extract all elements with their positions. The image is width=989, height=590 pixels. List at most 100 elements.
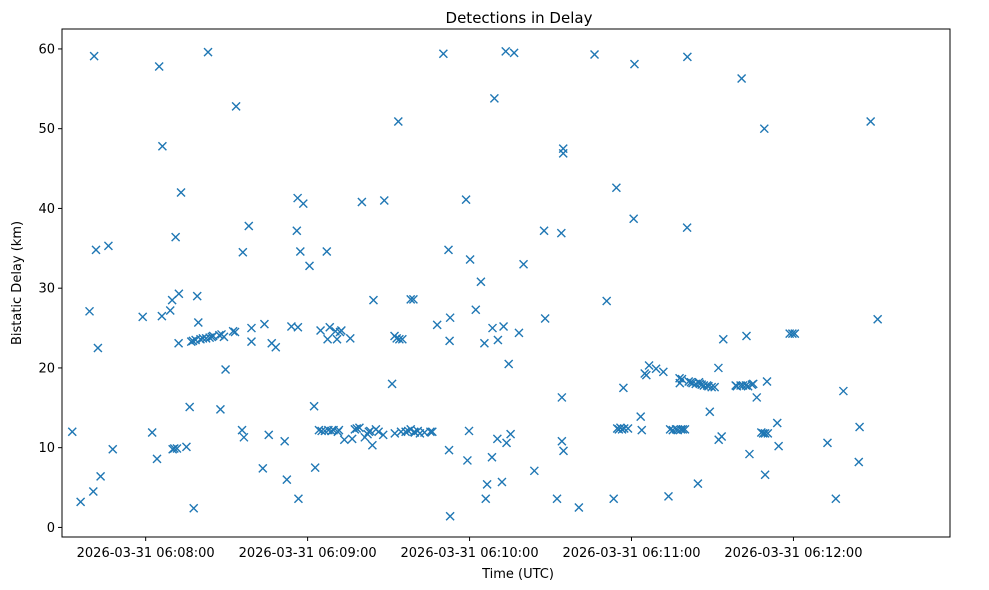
x-tick-label: 2026-03-31 06:10:00 (401, 546, 539, 561)
data-point (352, 424, 362, 434)
data-point (188, 336, 198, 346)
data-point (519, 259, 529, 269)
data-point (88, 487, 98, 497)
data-point (379, 195, 389, 205)
data-point (445, 511, 455, 521)
data-point (760, 470, 770, 480)
data-point (790, 329, 800, 339)
data-point (325, 322, 335, 332)
data-point (176, 187, 186, 197)
data-point (493, 335, 503, 345)
data-point (203, 47, 213, 57)
data-point (556, 228, 566, 238)
data-point (432, 320, 442, 330)
data-point (678, 424, 688, 434)
x-tick-label: 2026-03-31 06:11:00 (562, 546, 700, 561)
data-point (334, 425, 344, 435)
data-point (471, 305, 481, 315)
data-point (394, 334, 404, 344)
x-tick-label: 2026-03-31 06:08:00 (77, 546, 215, 561)
data-point (762, 376, 772, 386)
data-point (644, 361, 654, 371)
data-point (280, 436, 290, 446)
data-point (374, 427, 384, 437)
data-point (378, 430, 388, 440)
data-point (552, 494, 562, 504)
data-point (574, 502, 584, 512)
data-point (316, 325, 326, 335)
data-point (464, 426, 474, 436)
y-tick-label: 60 (38, 42, 55, 57)
data-point (590, 50, 600, 60)
y-axis-ticks: 0 10 20 30 40 50 60 (38, 42, 62, 536)
data-point (619, 424, 629, 434)
data-point (497, 477, 507, 487)
data-point (174, 338, 184, 348)
data-point (91, 245, 101, 255)
data-point (406, 294, 416, 304)
data-point (322, 247, 332, 256)
data-point (682, 223, 692, 233)
data-point (444, 445, 454, 455)
chart-title: Detections in Delay (446, 9, 593, 27)
data-point (489, 93, 499, 103)
data-point (76, 497, 86, 507)
data-point (154, 61, 164, 71)
data-points (67, 46, 883, 521)
data-point (763, 428, 773, 438)
data-point (345, 333, 355, 343)
data-point (238, 247, 248, 257)
data-point (305, 261, 315, 271)
data-point (676, 424, 686, 434)
data-point (663, 491, 673, 501)
data-point (744, 449, 754, 459)
y-tick-label: 40 (38, 202, 55, 217)
data-point (165, 306, 175, 316)
data-point (258, 463, 268, 473)
x-tick-label: 2026-03-31 06:09:00 (239, 546, 377, 561)
data-point (169, 443, 179, 453)
data-point (357, 197, 367, 207)
data-point (332, 334, 342, 344)
data-point (680, 424, 690, 434)
data-point (529, 466, 539, 476)
data-point (147, 428, 157, 438)
data-point (759, 124, 769, 134)
data-point (230, 327, 240, 337)
data-point (558, 446, 568, 456)
data-point (658, 367, 668, 377)
data-point (397, 334, 407, 344)
data-point (246, 337, 256, 347)
data-point (354, 423, 364, 433)
y-tick-label: 20 (38, 361, 55, 376)
data-point (368, 295, 378, 305)
data-point (282, 475, 292, 485)
data-point (295, 247, 305, 256)
data-point (636, 412, 646, 422)
data-point (854, 457, 864, 467)
data-point (215, 404, 225, 414)
data-point (873, 314, 883, 324)
data-point (760, 428, 770, 438)
data-point (246, 323, 256, 333)
data-point (264, 430, 274, 440)
data-point (693, 479, 703, 489)
data-point (427, 427, 437, 437)
data-point (717, 432, 727, 442)
data-point (787, 329, 797, 339)
data-point (108, 444, 118, 454)
data-point (557, 436, 567, 446)
y-tick-label: 50 (38, 122, 55, 137)
data-point (310, 463, 320, 473)
y-axis-label: Bistatic Delay (km) (10, 221, 25, 345)
data-point (367, 440, 377, 450)
data-point (237, 425, 247, 435)
data-point (387, 379, 397, 389)
data-point (557, 392, 567, 402)
data-point (393, 117, 403, 127)
data-point (89, 51, 99, 61)
data-point (320, 426, 330, 436)
data-point (323, 334, 333, 344)
data-point (96, 471, 106, 481)
data-point (185, 402, 195, 412)
